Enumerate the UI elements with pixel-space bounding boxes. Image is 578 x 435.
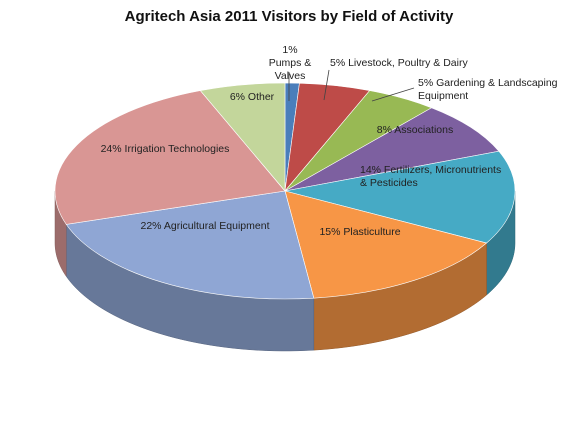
slice xyxy=(65,190,315,300)
slice-label: 6% Other xyxy=(229,91,275,103)
slice-label: 14% Fertilizers, Micronutrients & Pestic… xyxy=(360,164,502,189)
slice-label: 5% Livestock, Poultry & Dairy xyxy=(330,57,468,69)
slice-label: 22% Agricultural Equipment xyxy=(140,220,270,232)
slice-label: 5% Gardening & Landscaping Equipment xyxy=(418,77,558,102)
slice-label: 15% Plasticulture xyxy=(319,226,401,238)
slice xyxy=(199,82,286,192)
leader-line xyxy=(323,69,330,101)
slice-label: 8% Associations xyxy=(376,124,454,136)
slice-label: 24% Irrigation Technologies xyxy=(100,143,230,155)
slice xyxy=(284,190,488,299)
slice xyxy=(284,150,516,244)
slice xyxy=(284,107,500,192)
chart-title: Agritech Asia 2011 Visitors by Field of … xyxy=(124,8,454,25)
slice xyxy=(54,90,286,225)
leader-line xyxy=(371,87,415,102)
slice-label: 1% Pumps & Valves xyxy=(268,44,312,82)
